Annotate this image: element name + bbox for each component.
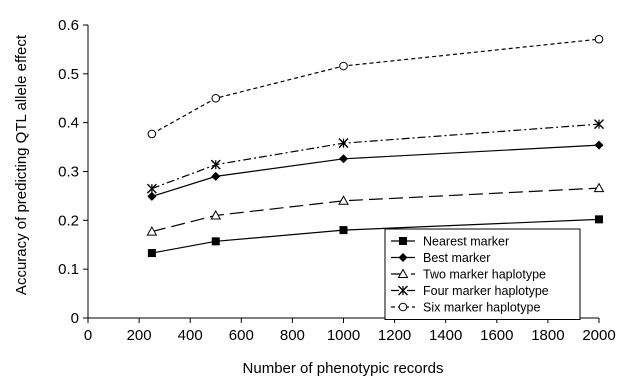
axes: 0 0.1 0.2 0.3 0.4 0.5 0.6 0 200 400 600 800 1000 1200… xyxy=(58,17,616,344)
data-point xyxy=(594,119,604,130)
marker-square xyxy=(339,226,348,235)
y-tick-label: 0.5 xyxy=(58,66,79,83)
marker-diamond xyxy=(147,191,157,201)
data-point xyxy=(595,215,603,224)
data-point xyxy=(147,129,157,139)
marker-circle xyxy=(398,302,408,312)
x-tick-label: 600 xyxy=(229,327,254,344)
marker-diamond xyxy=(594,140,604,150)
y-axis-title: Accuracy of predicting QTL allele effect xyxy=(13,34,30,295)
legend-item: Two marker haplotype xyxy=(391,268,546,282)
series-line xyxy=(151,38,600,135)
series-four-marker-haplotype xyxy=(146,119,604,194)
legend: Nearest marker Best marker Two marker hapl… xyxy=(384,228,581,320)
data-point xyxy=(210,159,221,170)
x-tick-label: 0 xyxy=(84,327,92,344)
marker-square xyxy=(147,249,156,258)
series-nearest-marker xyxy=(147,215,603,258)
marker-star xyxy=(398,285,408,296)
series-line xyxy=(151,144,600,197)
x-tick-label: 2000 xyxy=(582,327,615,344)
x-tick-label: 1200 xyxy=(378,327,411,344)
x-tick-label: 200 xyxy=(127,327,152,344)
x-tick-label: 1600 xyxy=(480,327,513,344)
y-tick-label: 0 xyxy=(71,310,79,327)
marker-circle xyxy=(339,61,348,71)
marker-diamond xyxy=(339,154,348,164)
marker-diamond xyxy=(398,253,408,262)
data-point xyxy=(594,34,604,44)
marker-triangle xyxy=(397,268,409,278)
x-tick-label: 1800 xyxy=(531,327,564,344)
y-tick-label: 0.2 xyxy=(58,212,79,229)
data-point xyxy=(339,226,348,235)
series-line xyxy=(151,123,600,190)
data-point xyxy=(211,237,220,246)
data-point xyxy=(338,138,349,149)
series-two-marker-haplotype xyxy=(146,182,605,236)
marker-circle xyxy=(594,34,604,44)
y-tick-label: 0.6 xyxy=(58,17,79,34)
y-tick-label: 0.1 xyxy=(58,261,79,278)
marker-square xyxy=(211,237,220,246)
x-tick-label: 1400 xyxy=(429,327,462,344)
marker-star xyxy=(338,138,349,149)
x-tick-label: 1000 xyxy=(327,327,360,344)
marker-star xyxy=(210,159,221,170)
series-line xyxy=(151,187,600,233)
legend-item: Four marker haplotype xyxy=(391,284,549,298)
x-tick-label: 800 xyxy=(280,327,305,344)
marker-square xyxy=(399,237,407,245)
data-point xyxy=(594,140,604,150)
series-six-marker-haplotype xyxy=(147,34,604,139)
data-point xyxy=(338,195,349,205)
legend-box xyxy=(384,228,581,320)
legend-item: Six marker haplotype xyxy=(391,301,540,315)
legend-label: Two marker haplotype xyxy=(423,268,546,282)
data-point xyxy=(211,93,221,103)
legend-label: Six marker haplotype xyxy=(423,301,540,315)
data-point xyxy=(339,154,348,164)
legend-label: Nearest marker xyxy=(423,235,509,249)
marker-triangle xyxy=(338,195,349,205)
legend-label: Best marker xyxy=(423,251,490,265)
y-tick-label: 0.4 xyxy=(58,115,79,132)
marker-star xyxy=(146,183,157,194)
data-point xyxy=(146,183,157,194)
series-group xyxy=(146,34,605,258)
data-point xyxy=(211,171,221,181)
marker-circle xyxy=(147,129,157,139)
legend-item: Best marker xyxy=(391,251,490,265)
marker-triangle xyxy=(146,226,158,236)
data-point xyxy=(339,61,348,71)
marker-square xyxy=(595,215,603,224)
legend-item: Nearest marker xyxy=(391,235,509,249)
legend-label: Four marker haplotype xyxy=(423,284,549,298)
series-best-marker xyxy=(147,140,604,201)
data-point xyxy=(593,182,605,193)
data-point xyxy=(147,191,157,201)
marker-triangle xyxy=(210,209,222,220)
marker-diamond xyxy=(211,171,221,181)
y-tick-label: 0.3 xyxy=(58,164,79,181)
data-point xyxy=(147,249,156,258)
data-point xyxy=(210,209,222,220)
marker-triangle xyxy=(593,182,605,193)
marker-star xyxy=(594,119,604,130)
x-axis-title: Number of phenotypic records xyxy=(243,360,444,377)
marker-circle xyxy=(211,93,221,103)
series-line xyxy=(151,218,600,254)
data-point xyxy=(146,226,158,236)
x-tick-label: 400 xyxy=(178,327,203,344)
